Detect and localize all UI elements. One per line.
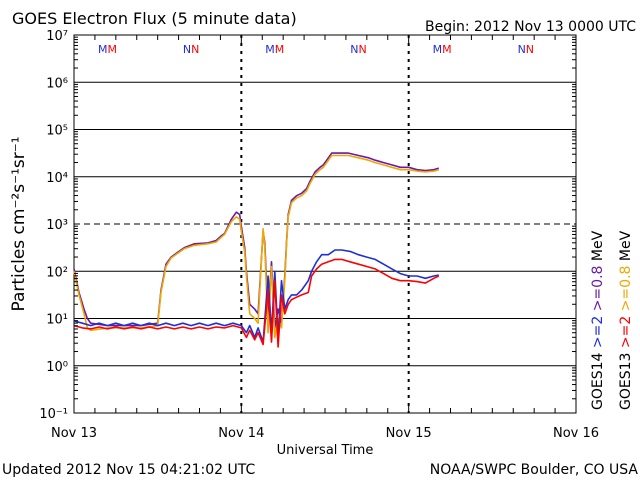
credit: NOAA/SWPC Boulder, CO USA [430,462,639,478]
series-line-goes13-2-mev [73,258,440,348]
updated-time: Updated 2012 Nov 15 04:21:02 UTC [2,462,255,478]
y-tick-label: 10² [46,265,68,280]
mn-marker-glyph: M [275,43,285,56]
mn-marker-glyph: N [191,43,199,56]
y-tick-label: 10⁶ [46,76,68,91]
mn-marker-glyph: N [518,43,526,56]
y-tick-label: 10⁻¹ [39,407,68,422]
mn-marker: MM [433,43,452,56]
x-tick-label: Nov 13 [51,426,97,441]
y-tick-label: 10⁵ [46,124,68,139]
legend-entry-goes13: GOES13 >=2 >=0.8 MeV [618,230,634,410]
series-layer [73,152,440,348]
legend-satellite: GOES14 [590,348,606,410]
x-tick-label: Nov 15 [386,426,432,441]
legend-unit: MeV [618,230,634,261]
mn-marker-glyph: N [350,43,358,56]
mn-marker-layer: MM NN MM NN MM NN [98,43,534,56]
legend-high-channel: >=0.8 [590,261,606,311]
mn-marker: MM [265,43,284,56]
y-tick-label: 10⁷ [46,29,68,44]
legend-unit: MeV [590,230,606,261]
x-tick-label: Nov 14 [218,426,264,441]
mn-marker-glyph: M [265,43,275,56]
legend-entry-goes14: GOES14 >=2 >=0.8 MeV [590,230,606,410]
y-tick-label: 10⁰ [46,360,68,375]
mn-marker-glyph: M [98,43,108,56]
legend-satellite: GOES13 [618,348,634,410]
y-tick-label: 10³ [46,218,68,233]
x-tick-label: Nov 16 [553,426,599,441]
mn-marker: NN [518,43,534,56]
mn-marker: NN [183,43,199,56]
legend-high-channel: >=0.8 [618,261,634,311]
mn-marker: MM [98,43,117,56]
chart-title: GOES Electron Flux (5 minute data) [12,9,297,28]
legend-low-channel: >=2 [618,311,634,348]
y-axis-label: Particles cm⁻²s⁻¹sr⁻¹ [9,136,29,311]
mn-marker-glyph: M [433,43,443,56]
mn-marker-glyph: N [358,43,366,56]
mn-marker: NN [350,43,366,56]
x-axis-label: Universal Time [277,443,374,458]
mn-marker-glyph: M [442,43,452,56]
series-line-goes13-0-8-mev [73,154,440,339]
tick-layer: Nov 13 Nov 14 Nov 15 Nov 16 10⁻¹ 10⁰ 10¹ 10² 10³… [39,29,599,441]
begin-time: Begin: 2012 Nov 13 0000 UTC [425,19,636,35]
mn-marker-glyph: N [183,43,191,56]
mn-marker-glyph: N [526,43,534,56]
legend-low-channel: >=2 [590,311,606,348]
mn-marker-glyph: M [107,43,117,56]
y-tick-label: 10⁴ [46,171,68,186]
y-tick-label: 10¹ [46,313,68,328]
